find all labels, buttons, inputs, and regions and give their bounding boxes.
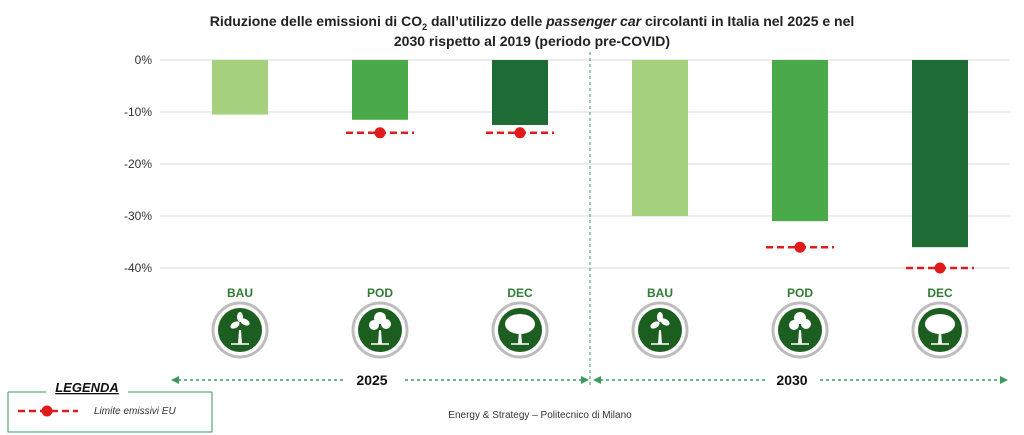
bar-pod-2030 (772, 60, 828, 222)
title-part2: dall’utilizzo delle (427, 13, 546, 29)
y-tick-label: -10% (124, 105, 152, 119)
icon-canopy (505, 314, 535, 334)
title-part1: Riduzione delle emissioni di CO (210, 13, 422, 29)
year-arrow-2030: 2030 (593, 372, 1008, 388)
icon-trunk (378, 330, 382, 344)
category-label: BAU (647, 286, 673, 300)
category-label: DEC (507, 286, 533, 300)
y-tick-label: 0% (135, 53, 153, 67)
icon-leaf (660, 318, 670, 326)
legend: LEGENDA Limite emissivi EU (7, 380, 213, 433)
y-tick-label: -40% (124, 261, 152, 275)
icon-trunk (238, 330, 242, 344)
y-axis: 0% -10% -20% -30% -40% (124, 53, 152, 275)
bar-bau-2030 (632, 60, 688, 216)
tree-sapling-icon (211, 301, 269, 359)
icon-trunk (798, 330, 802, 344)
bar-dec-2030 (912, 60, 968, 248)
gridlines (160, 59, 1010, 269)
limit-point (794, 241, 806, 253)
icon-leaf (650, 321, 660, 329)
icon-leaf (657, 312, 663, 322)
limit-point (514, 127, 526, 139)
legend-title: LEGENDA (55, 380, 119, 395)
limit-point (934, 262, 946, 274)
y-tick-label: -20% (124, 157, 152, 171)
bar-bau-2025 (212, 60, 268, 115)
icon-canopy (794, 312, 806, 324)
icon-trunk (658, 330, 662, 344)
icon-leaf (237, 312, 243, 322)
legend-item-limit: Limite emissivi EU (94, 406, 176, 417)
year-arrow-2025: 2025 (171, 372, 589, 388)
limit-markers (346, 127, 974, 274)
bar-dec-2025 (492, 60, 548, 125)
category-labels: BAU POD DEC BAU POD DEC (227, 286, 953, 300)
y-tick-label: -30% (124, 209, 152, 223)
limit-point (374, 127, 386, 139)
year-label-2025: 2025 (356, 372, 387, 388)
tree-mature-icon (911, 301, 969, 359)
category-label: POD (787, 286, 813, 300)
year-label-2030: 2030 (776, 372, 807, 388)
icon-canopy (925, 314, 955, 334)
icon-leaf (230, 321, 240, 329)
bars (212, 60, 968, 248)
category-label: BAU (227, 286, 253, 300)
title-part3: circolanti in Italia nel 2025 e nel (641, 13, 854, 29)
tree-young-icon (771, 301, 829, 359)
chart-title-line2: 2030 rispetto al 2019 (periodo pre-COVID… (394, 33, 670, 49)
chart-title-line1: Riduzione delle emissioni di CO2 dall’ut… (210, 13, 855, 32)
tree-sapling-icon (631, 301, 689, 359)
tree-mature-icon (491, 301, 549, 359)
title-sub: 2 (422, 22, 427, 32)
legend-limit-marker (41, 405, 53, 417)
source-note: Energy & Strategy – Politecnico di Milan… (448, 410, 632, 421)
category-label: DEC (927, 286, 953, 300)
tree-young-icon (351, 301, 409, 359)
title-italic: passenger car (545, 13, 642, 29)
icon-canopy (374, 312, 386, 324)
scenario-icons (211, 301, 969, 359)
bar-pod-2025 (352, 60, 408, 120)
icon-leaf (240, 318, 250, 326)
category-label: POD (367, 286, 393, 300)
